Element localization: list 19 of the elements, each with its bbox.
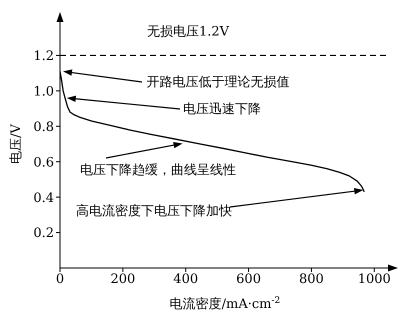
annotation: 开路电压低于理论无损值 — [146, 75, 290, 90]
y-tick-label: 0.6 — [33, 155, 54, 170]
annotation: 高电流密度下电压下降加快 — [76, 203, 232, 219]
annotation: 电压下降趋缓，曲线呈线性 — [80, 163, 236, 178]
x-tick-label: 400 — [173, 272, 198, 288]
y-axis-title: 电压/V — [9, 124, 24, 164]
x-axis-title: 电流密度/mA·cm$^{-2}$ — [170, 296, 280, 312]
y-tick-label: 0.2 — [33, 226, 54, 242]
x-tick-label: 200 — [110, 272, 136, 288]
annotation: 电压迅速下降 — [183, 102, 261, 117]
y-tick-label: 0.4 — [33, 190, 54, 206]
x-tick-label: 1000 — [358, 272, 391, 288]
ref-line-label: 无损电压1.2V — [146, 24, 230, 40]
y-tick-label: 1.2 — [33, 49, 54, 64]
y-tick-label: 0.8 — [33, 120, 54, 135]
x-tick-label: 800 — [299, 272, 324, 288]
x-tick-label: 0 — [56, 272, 64, 288]
x-tick-label: 600 — [236, 272, 261, 288]
y-tick-label: 1.0 — [33, 84, 54, 100]
